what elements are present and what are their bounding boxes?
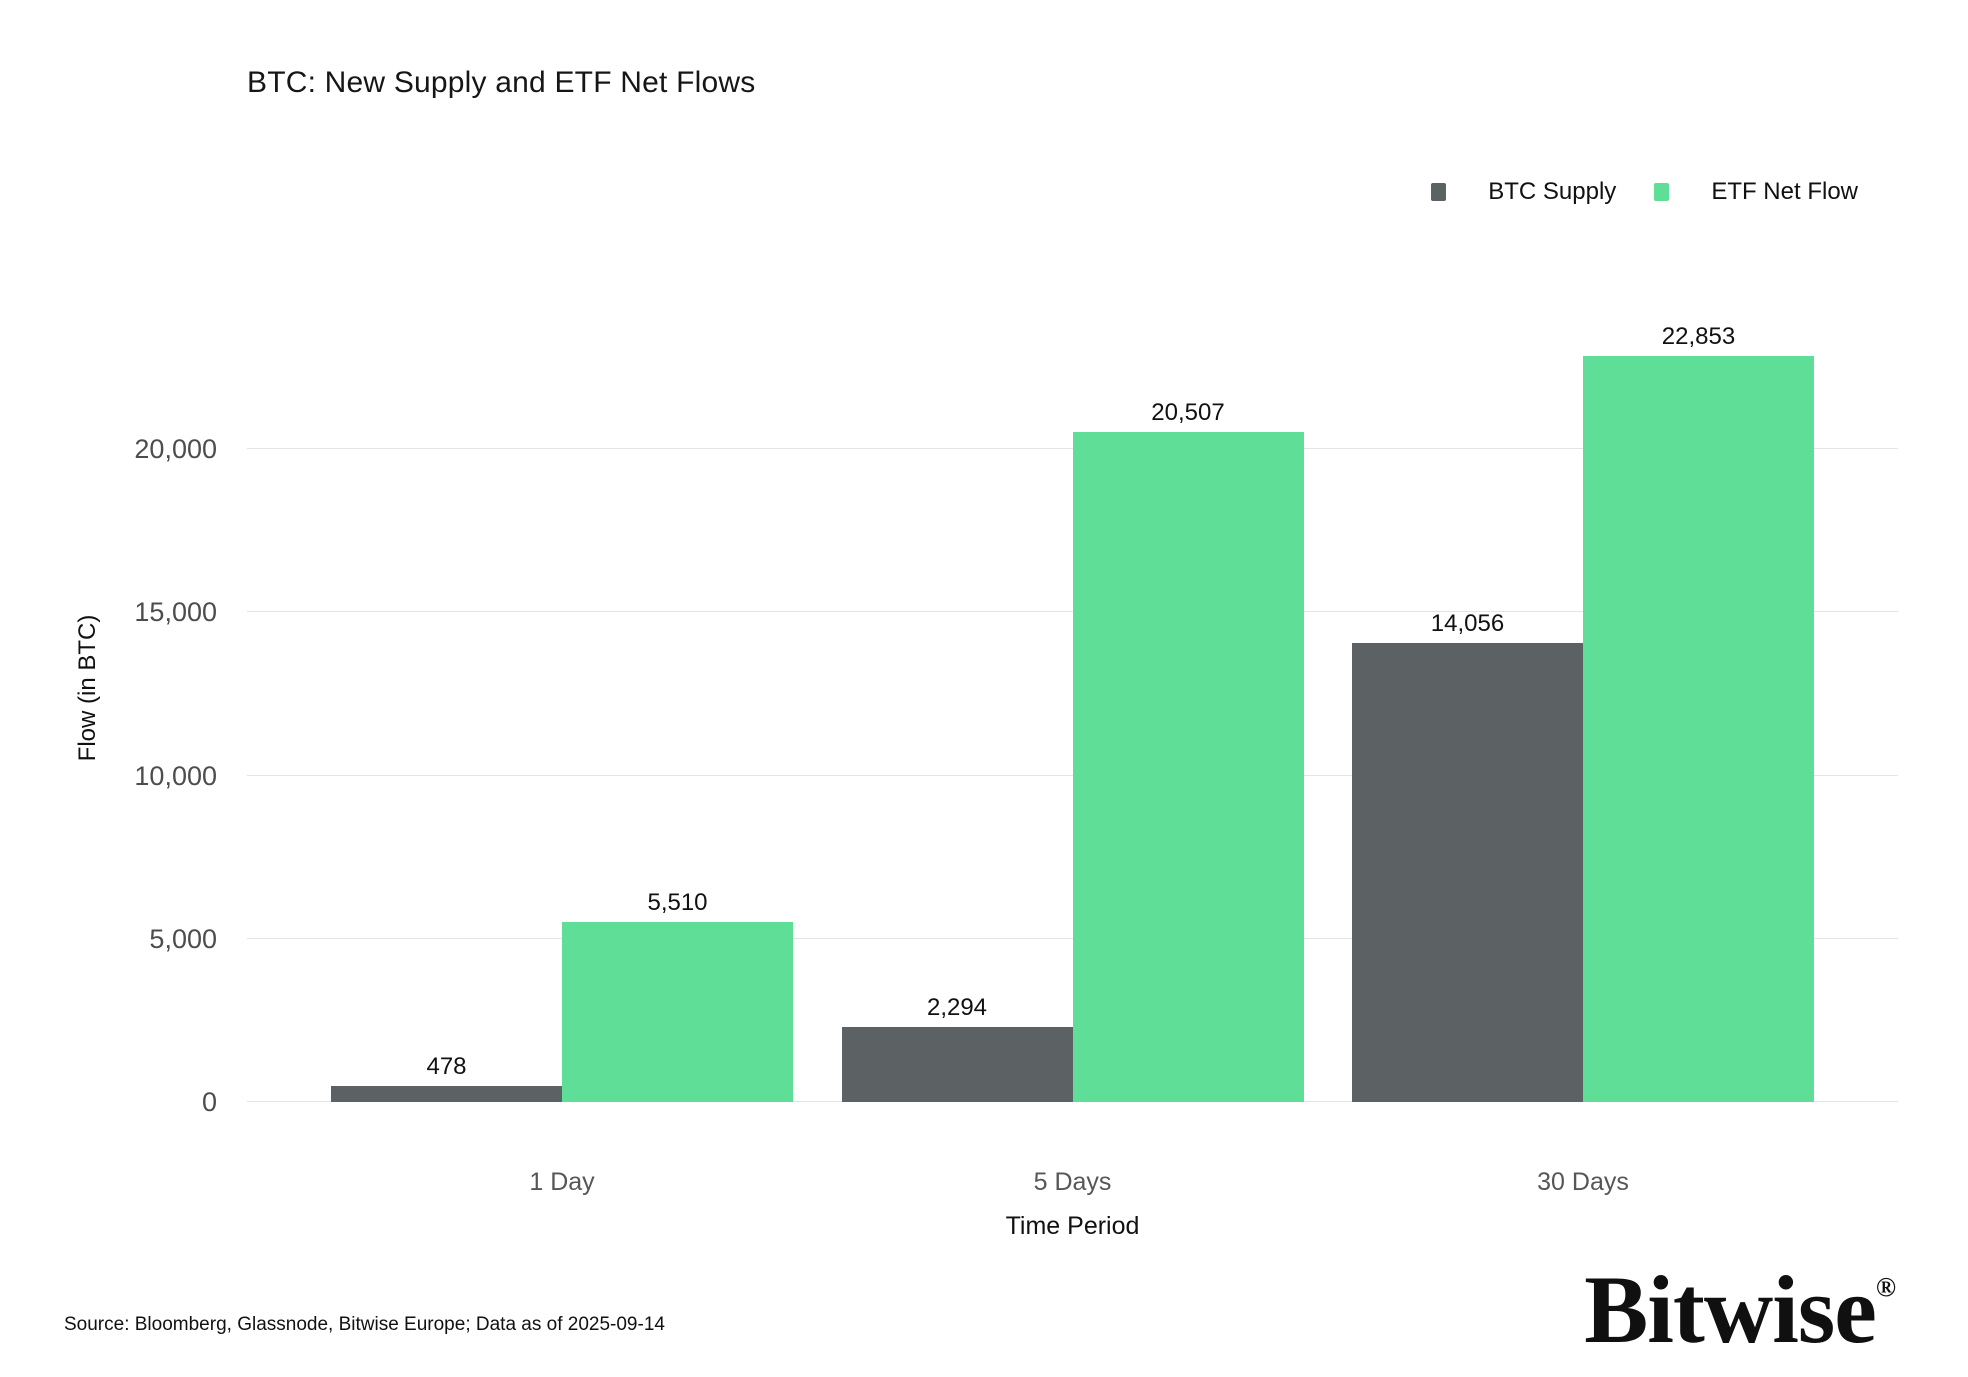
bar-btc-supply-5-days: 2,294 <box>841 994 1073 1102</box>
bar-value-label: 22,853 <box>1661 322 1736 350</box>
bar-groups: 478 5,510 2,294 20,507 14,056 22,853 <box>247 300 1898 1102</box>
bar-value-label: 5,510 <box>647 889 708 917</box>
bar-etf-net-flow-5-days: 20,507 <box>1072 399 1304 1102</box>
y-tick-label: 15,000 <box>134 597 217 628</box>
bar-etf-net-flow-1-day: 5,510 <box>562 889 793 1102</box>
legend-item-btc-supply[interactable]: BTC Supply <box>1431 178 1616 206</box>
plot-area: 478 5,510 2,294 20,507 14,056 22,853 <box>247 300 1898 1102</box>
legend-swatch-icon <box>1431 183 1447 201</box>
bar-etf-net-flow-30-days: 22,853 <box>1583 323 1814 1102</box>
y-tick-label: 0 <box>201 1087 217 1117</box>
y-tick-label: 5,000 <box>149 923 217 954</box>
legend-item-etf-net-flow[interactable]: ETF Net Flow <box>1654 178 1858 206</box>
bar-group-1-day: 478 5,510 <box>331 300 793 1102</box>
y-tick-label: 10,000 <box>134 760 217 791</box>
legend-label: BTC Supply <box>1488 178 1617 205</box>
bitwise-logo: Bitwise® <box>1584 1262 1896 1377</box>
x-tick-label-1-day: 1 Day <box>529 1168 595 1196</box>
x-axis-ticks: 1 Day 5 Days 30 Days <box>247 1168 1898 1197</box>
bar-btc-supply-30-days: 14,056 <box>1352 610 1583 1102</box>
legend-label: ETF Net Flow <box>1711 178 1858 205</box>
x-tick-label-5-days: 5 Days <box>1033 1168 1112 1196</box>
registered-trademark-icon: ® <box>1875 1272 1896 1302</box>
legend: BTC Supply ETF Net Flow <box>1431 178 1858 206</box>
bar-group-30-days: 14,056 22,853 <box>1352 300 1814 1102</box>
bar-value-label: 20,507 <box>1151 399 1225 427</box>
source-note: Source: Bloomberg, Glassnode, Bitwise Eu… <box>64 1314 665 1335</box>
bar-value-label: 2,294 <box>926 994 988 1022</box>
chart-title: BTC: New Supply and ETF Net Flows <box>247 66 756 99</box>
y-tick-label: 20,000 <box>134 434 217 464</box>
bar-group-5-days: 2,294 20,507 <box>841 300 1304 1102</box>
bar-btc-supply-1-day: 478 <box>331 1053 562 1102</box>
bar-value-label: 14,056 <box>1430 610 1505 638</box>
bar-value-label: 478 <box>426 1053 467 1081</box>
x-tick-label-30-days: 30 Days <box>1537 1168 1629 1196</box>
x-axis-title: Time Period <box>1005 1212 1140 1240</box>
y-axis-title: Flow (in BTC) <box>74 614 101 762</box>
bitwise-logo-text: Bitwise <box>1584 1256 1877 1363</box>
legend-swatch-icon <box>1654 183 1670 201</box>
